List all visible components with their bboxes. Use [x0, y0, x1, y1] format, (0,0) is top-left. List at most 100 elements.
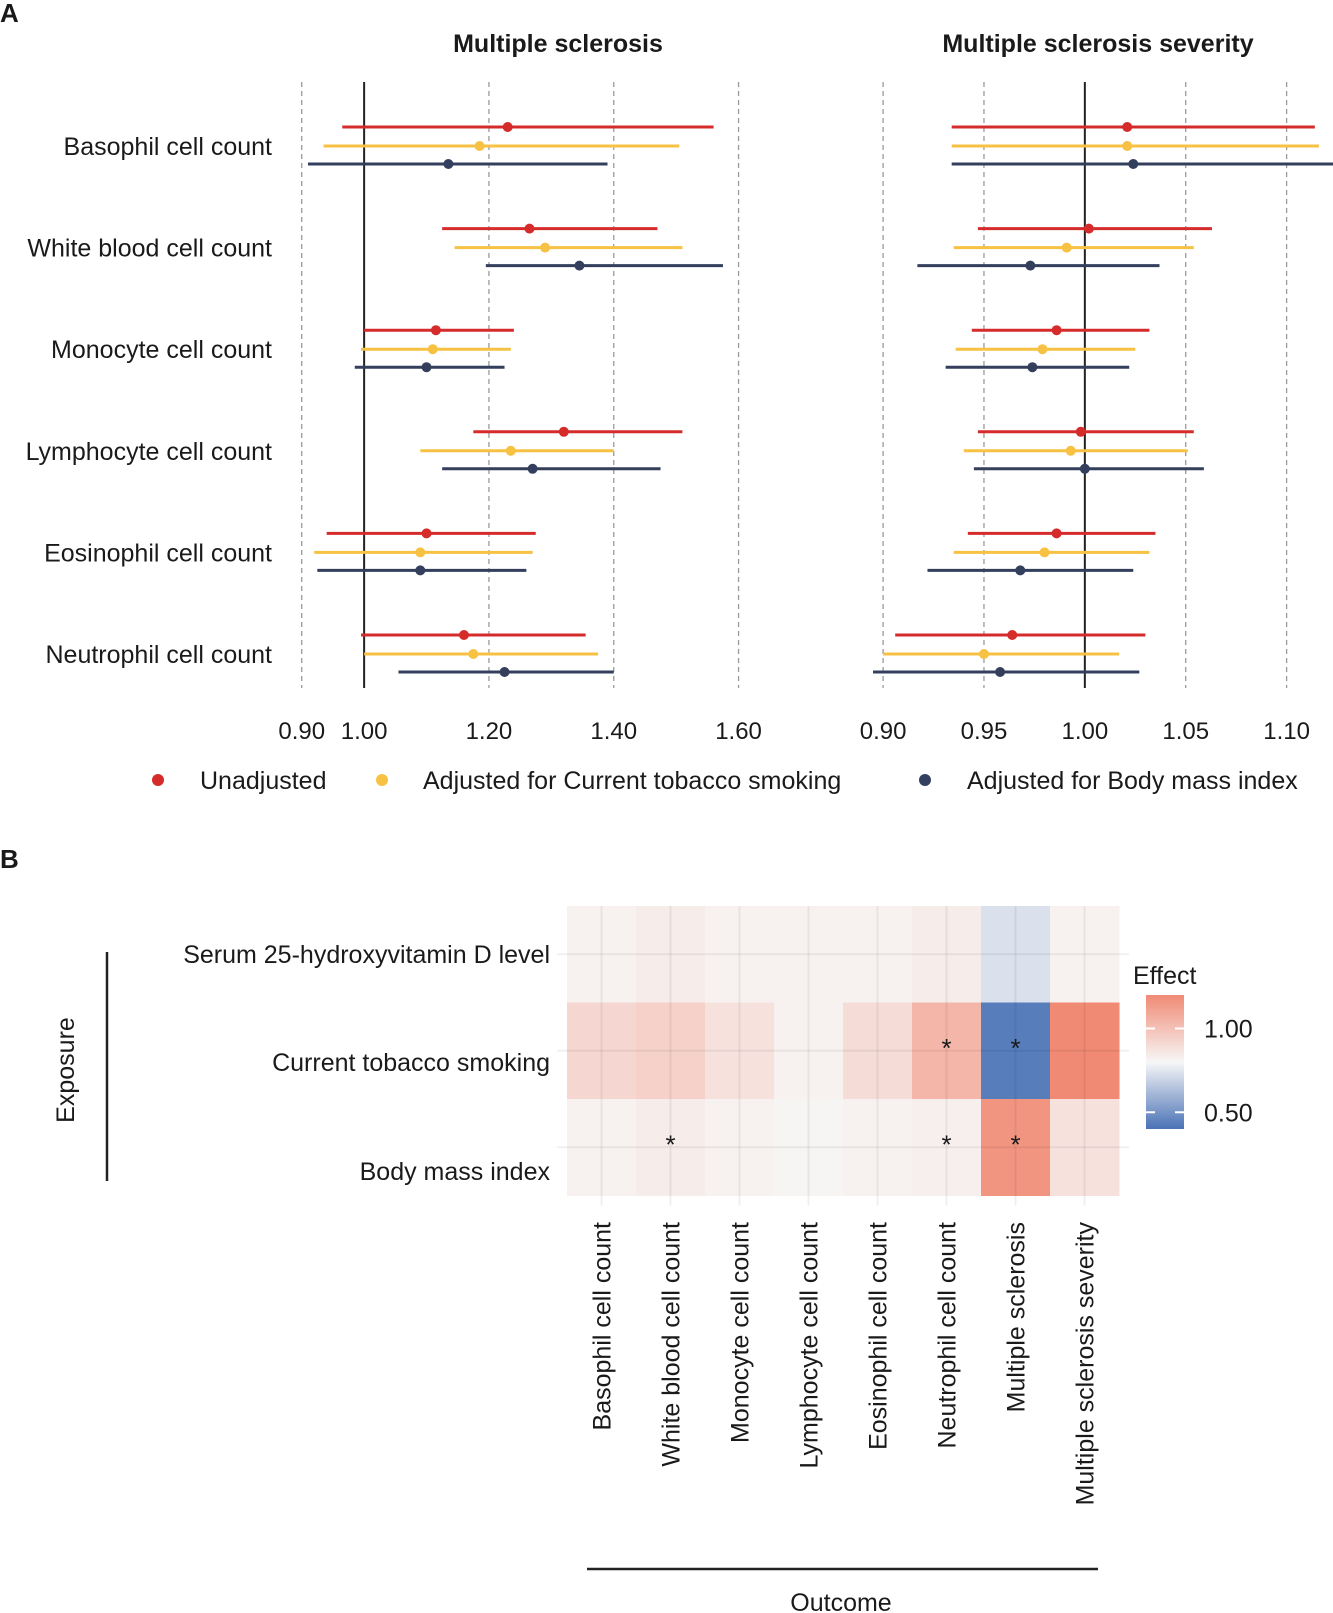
point-estimate — [1128, 159, 1139, 169]
heatmap-cell — [636, 906, 706, 1003]
colorbar-label: 0.50 — [1204, 1099, 1253, 1127]
point-estimate — [502, 122, 513, 132]
legend-dot-bmi — [919, 774, 931, 786]
x-tick-label: 1.40 — [590, 718, 637, 745]
legend-label-unadjusted: Unadjusted — [200, 767, 326, 795]
colorbar-label: 1.00 — [1204, 1016, 1253, 1044]
significance-star: * — [941, 1033, 951, 1063]
point-estimate — [421, 528, 432, 539]
point-estimate — [1039, 547, 1050, 558]
heatmap-cells — [567, 906, 1120, 1196]
exposure-label: Exposure — [52, 1017, 80, 1123]
heatmap-cell — [705, 1099, 775, 1196]
x-tick-labels: 0.90 0.95 1.00 1.05 1.10 — [860, 718, 1310, 745]
point-estimate — [443, 159, 454, 169]
legend-label-bmi: Adjusted for Body mass index — [967, 767, 1298, 795]
x-tick-label: 1.10 — [1263, 718, 1310, 745]
x-tick-label: 1.05 — [1162, 718, 1209, 745]
panel-a-label: A — [0, 0, 19, 28]
interval-marks — [307, 122, 723, 677]
column-label: Multiple sclerosis severity — [1072, 1222, 1100, 1506]
point-estimate — [1122, 122, 1133, 132]
point-estimate — [527, 463, 538, 474]
x-tick-label: 0.90 — [860, 718, 907, 745]
x-tick-label: 1.00 — [341, 718, 388, 745]
forest-panel-ms: Multiple sclerosis 0.90 1.00 1.20 1.40 1… — [26, 30, 762, 745]
point-estimate — [524, 223, 535, 234]
forest-panel-ms-severity: Multiple sclerosis severity 0.90 0.95 1.… — [860, 30, 1333, 745]
significance-star: * — [1010, 1033, 1020, 1063]
x-tick-label: 1.60 — [715, 718, 762, 745]
heatmap-cell — [1050, 1002, 1120, 1100]
heatmap-column-labels: Basophil cell count White blood cell cou… — [589, 1222, 1100, 1506]
x-tick-label: 1.20 — [466, 718, 513, 745]
point-estimate — [995, 667, 1006, 677]
point-estimate — [1025, 260, 1036, 271]
point-estimate — [430, 325, 441, 336]
heatmap-cell — [1050, 906, 1120, 1003]
heatmap-cell — [567, 1002, 637, 1100]
significance-star: * — [1010, 1129, 1020, 1159]
heatmap-cell — [774, 1002, 844, 1100]
heatmap-cell — [912, 1002, 982, 1100]
heatmap-cell — [912, 906, 982, 1003]
significance-star: * — [941, 1129, 951, 1159]
column-label: Monocyte cell count — [727, 1222, 755, 1443]
category-label: Neutrophil cell count — [45, 641, 272, 669]
point-estimate — [427, 344, 438, 355]
heatmap-cell — [636, 1002, 706, 1100]
row-label: Body mass index — [360, 1158, 551, 1186]
legend-dot-smoking — [376, 774, 388, 786]
interval-marks — [873, 122, 1333, 677]
legend-label-smoking: Adjusted for Current tobacco smoking — [423, 767, 841, 795]
point-estimate — [1122, 141, 1133, 151]
point-estimate — [505, 445, 516, 456]
heatmap-cell — [843, 1002, 913, 1100]
point-estimate — [1051, 325, 1062, 336]
outcome-label: Outcome — [790, 1589, 891, 1613]
heatmap-row-labels: Serum 25-hydroxyvitamin D level Current … — [183, 941, 550, 1186]
x-tick-label: 0.90 — [278, 718, 325, 745]
point-estimate — [1061, 242, 1072, 253]
point-estimate — [1007, 630, 1018, 640]
point-estimate — [1051, 528, 1062, 539]
point-estimate — [1065, 445, 1076, 456]
legend-title-effect: Effect — [1133, 962, 1197, 990]
point-estimate — [468, 649, 479, 659]
heatmap-cell — [567, 906, 637, 1003]
heatmap-cell — [843, 906, 913, 1003]
category-label: Eosinophil cell count — [44, 539, 272, 567]
heatmap-cell — [843, 1099, 913, 1196]
column-label: Eosinophil cell count — [865, 1222, 893, 1450]
heatmap-cell — [912, 1099, 982, 1196]
gridlines — [882, 82, 1288, 688]
row-label: Serum 25-hydroxyvitamin D level — [183, 941, 550, 969]
category-label: White blood cell count — [27, 235, 272, 263]
forest-title-ms-severity: Multiple sclerosis severity — [942, 30, 1253, 58]
category-label: Monocyte cell count — [51, 336, 272, 364]
column-label: Lymphocyte cell count — [796, 1222, 824, 1468]
forest-title-ms: Multiple sclerosis — [453, 30, 663, 58]
point-estimate — [1079, 463, 1090, 474]
heatmap-cell — [1050, 1099, 1120, 1196]
significance-star: * — [665, 1129, 675, 1159]
point-estimate — [1075, 426, 1086, 437]
effect-colorbar — [1146, 995, 1184, 1129]
point-estimate — [1037, 344, 1048, 355]
point-estimate — [978, 649, 989, 659]
column-label: Multiple sclerosis — [1003, 1222, 1031, 1412]
category-label: Basophil cell count — [64, 133, 273, 161]
significance-markers: * * * * * — [665, 1033, 1020, 1160]
column-label: Neutrophil cell count — [934, 1222, 962, 1449]
point-estimate — [558, 426, 569, 437]
point-estimate — [474, 141, 485, 151]
gridlines — [301, 82, 740, 688]
row-label: Current tobacco smoking — [272, 1049, 550, 1077]
x-tick-label: 0.95 — [961, 718, 1008, 745]
legend-dot-unadjusted — [152, 774, 164, 786]
heatmap-cell — [567, 1099, 637, 1196]
point-estimate — [1083, 223, 1094, 234]
category-label: Lymphocyte cell count — [26, 438, 272, 466]
point-estimate — [574, 260, 585, 271]
column-label: White blood cell count — [658, 1222, 686, 1467]
